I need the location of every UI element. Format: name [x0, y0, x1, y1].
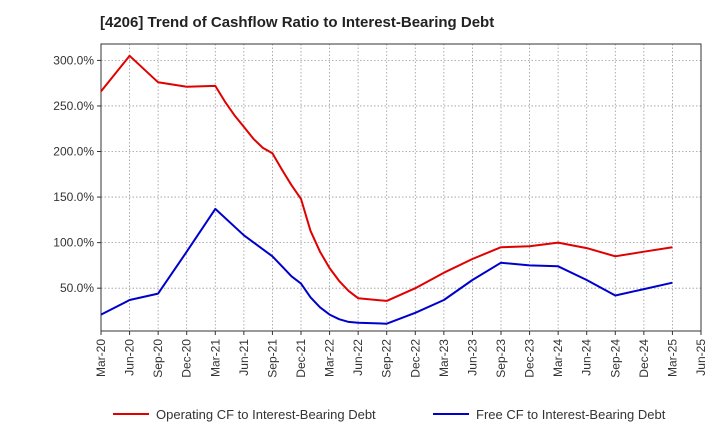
x-tick-label: Jun-24 [580, 339, 594, 376]
legend-label-1: Free CF to Interest-Bearing Debt [476, 407, 666, 422]
series-line-1 [100, 207, 673, 325]
x-tick-label: Dec-22 [408, 339, 422, 378]
y-tick-label: 250.0% [53, 99, 94, 113]
chart-title: [4206] Trend of Cashflow Ratio to Intere… [100, 14, 495, 31]
x-tick-label: Sep-20 [151, 339, 165, 378]
x-tick-label: Mar-20 [94, 339, 108, 377]
x-tick-label: Mar-23 [437, 339, 451, 377]
y-tick-label: 200.0% [53, 145, 94, 159]
y-tick-label: 300.0% [53, 53, 94, 67]
series-line-0 [100, 54, 673, 302]
x-tick-label: Mar-21 [208, 339, 222, 377]
x-tick-label: Dec-20 [180, 339, 194, 378]
y-tick-label: 150.0% [53, 190, 94, 204]
x-tick-label: Mar-24 [551, 339, 565, 377]
y-tick-label: 100.0% [53, 236, 94, 250]
x-tick-label: Dec-21 [294, 339, 308, 378]
x-tick-label: Jun-23 [465, 339, 479, 376]
y-tick-label: 50.0% [60, 281, 94, 295]
x-tick-label: Mar-25 [665, 339, 679, 377]
x-tick-label: Sep-22 [380, 339, 394, 378]
x-tick-label: Sep-23 [494, 339, 508, 378]
legend-label-0: Operating CF to Interest-Bearing Debt [156, 407, 376, 422]
x-tick-label: Sep-21 [265, 339, 279, 378]
x-tick-label: Sep-24 [608, 339, 622, 378]
x-tick-label: Dec-23 [523, 339, 537, 378]
x-tick-label: Jun-20 [123, 339, 137, 376]
plot-frame [100, 43, 702, 332]
x-tick-label: Dec-24 [637, 339, 651, 378]
x-tick-label: Jun-21 [237, 339, 251, 376]
x-tick-label: Jun-22 [351, 339, 365, 376]
x-tick-label: Jun-25 [694, 339, 708, 376]
x-tick-label: Mar-22 [323, 339, 337, 377]
